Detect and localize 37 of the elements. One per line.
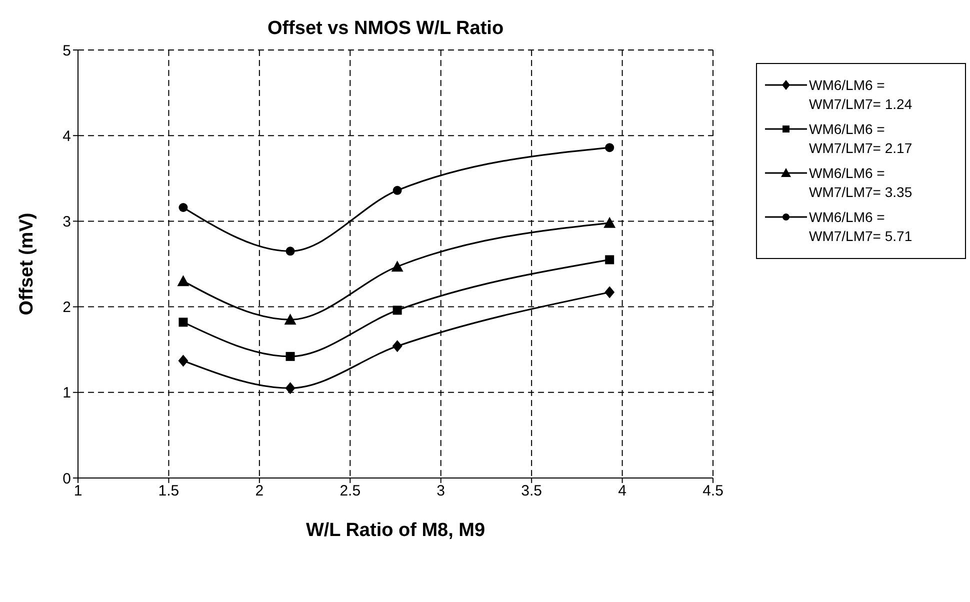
x-tick-label: 1.5 [158, 482, 180, 500]
y-tick-label: 3 [62, 214, 71, 231]
point [392, 340, 402, 352]
point [604, 286, 615, 298]
legend-label: WM6/LM6 = WM7/LM7= 3.35 [809, 164, 912, 202]
point [178, 354, 188, 367]
y-tick-label: 2 [62, 299, 71, 316]
point [392, 186, 402, 195]
x-tick-label: 1 [74, 482, 82, 500]
point [392, 306, 402, 315]
legend-label: WM6/LM6 = WM7/LM7= 2.17 [809, 120, 912, 158]
point [605, 255, 614, 264]
point [605, 143, 614, 152]
point [178, 203, 188, 212]
legend-label: WM6/LM6 = WM7/LM7= 5.71 [809, 208, 912, 246]
point [604, 216, 616, 228]
point [177, 275, 190, 286]
y-tick-label: 4 [62, 128, 71, 145]
y-axis-title: Offset (mV) [16, 212, 38, 316]
x-tick-label: 2.5 [340, 482, 361, 500]
x-tick-label: 2 [255, 482, 264, 500]
chart-title: Offset vs NMOS W/L Ratio [266, 18, 505, 40]
point [284, 314, 296, 325]
legend-label: WM6/LM6 = WM7/LM7= 1.24 [809, 76, 912, 114]
point [178, 318, 188, 327]
point [285, 382, 296, 394]
x-tick-label: 4 [618, 482, 626, 500]
point [286, 352, 295, 361]
x-tick-label: 3 [436, 482, 446, 500]
point [391, 260, 404, 272]
x-tick-label: 3.5 [521, 482, 542, 500]
x-tick-label: 4.5 [702, 482, 724, 500]
x-axis-title: W/L Ratio of M8, M9 [306, 520, 486, 541]
y-tick-label: 5 [62, 42, 71, 60]
y-tick-label: 0 [62, 470, 71, 488]
y-tick-label: 1 [62, 384, 71, 402]
point [286, 246, 295, 256]
